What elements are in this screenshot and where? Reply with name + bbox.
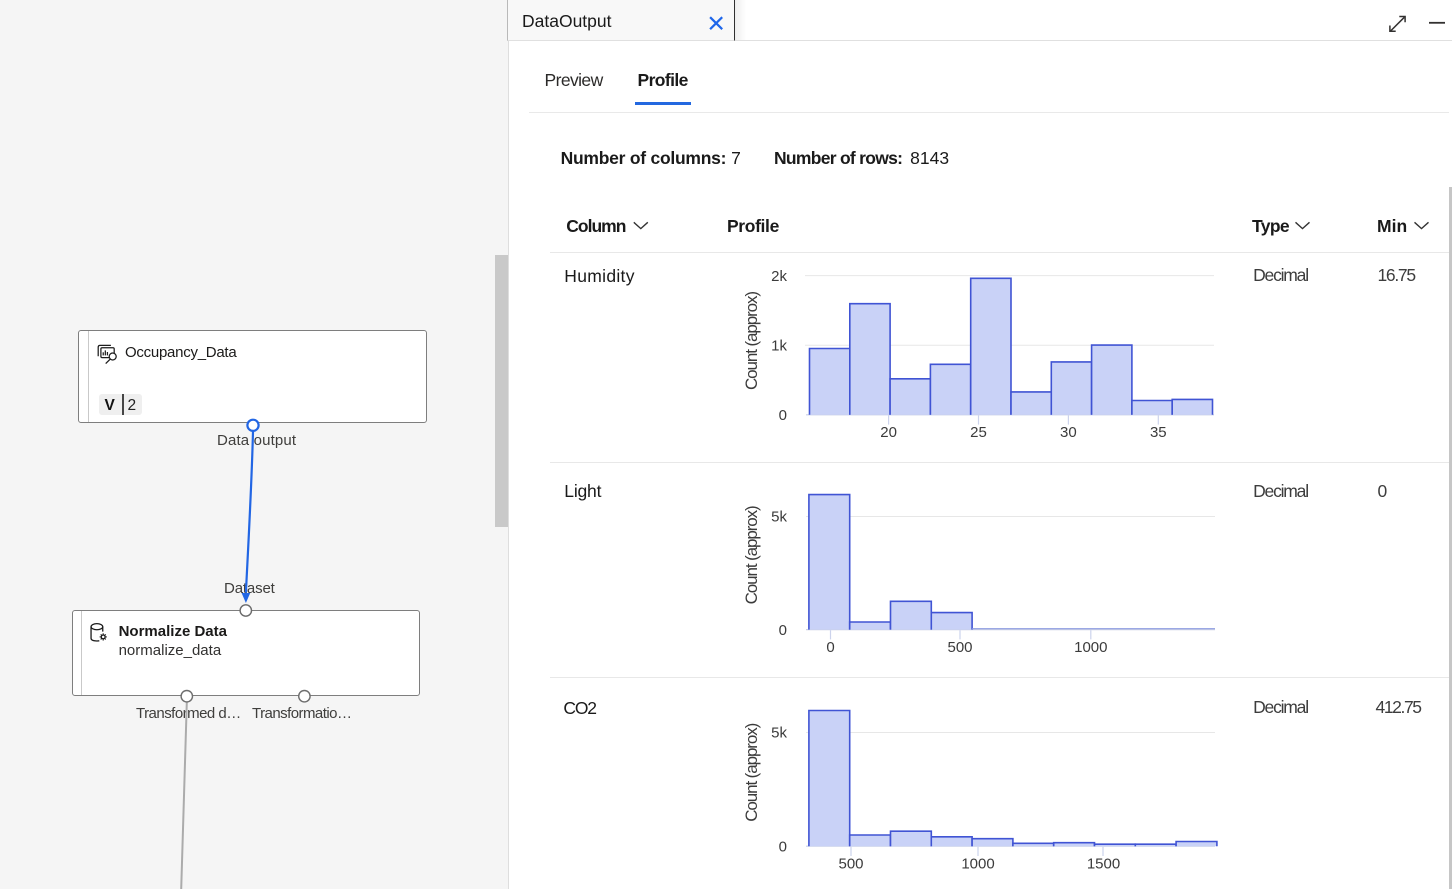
svg-text:1000: 1000 [961, 855, 994, 872]
svg-text:5k: 5k [771, 509, 787, 526]
svg-text:Count (approx): Count (approx) [742, 292, 761, 390]
svg-text:1000: 1000 [1074, 639, 1107, 656]
svg-text:Count (approx): Count (approx) [742, 723, 761, 821]
svg-text:2k: 2k [771, 268, 787, 285]
svg-text:0: 0 [779, 622, 787, 639]
svg-text:500: 500 [947, 639, 972, 656]
svg-text:0: 0 [779, 407, 787, 424]
svg-text:0: 0 [826, 639, 834, 656]
svg-text:500: 500 [838, 855, 863, 872]
svg-text:1k: 1k [771, 337, 787, 354]
svg-text:30: 30 [1060, 424, 1077, 441]
svg-text:35: 35 [1150, 424, 1167, 441]
svg-text:25: 25 [970, 424, 987, 441]
svg-text:20: 20 [880, 424, 897, 441]
svg-text:5k: 5k [771, 725, 787, 742]
svg-text:0: 0 [779, 838, 787, 855]
svg-text:1500: 1500 [1087, 855, 1120, 872]
svg-text:Count (approx): Count (approx) [742, 506, 761, 604]
